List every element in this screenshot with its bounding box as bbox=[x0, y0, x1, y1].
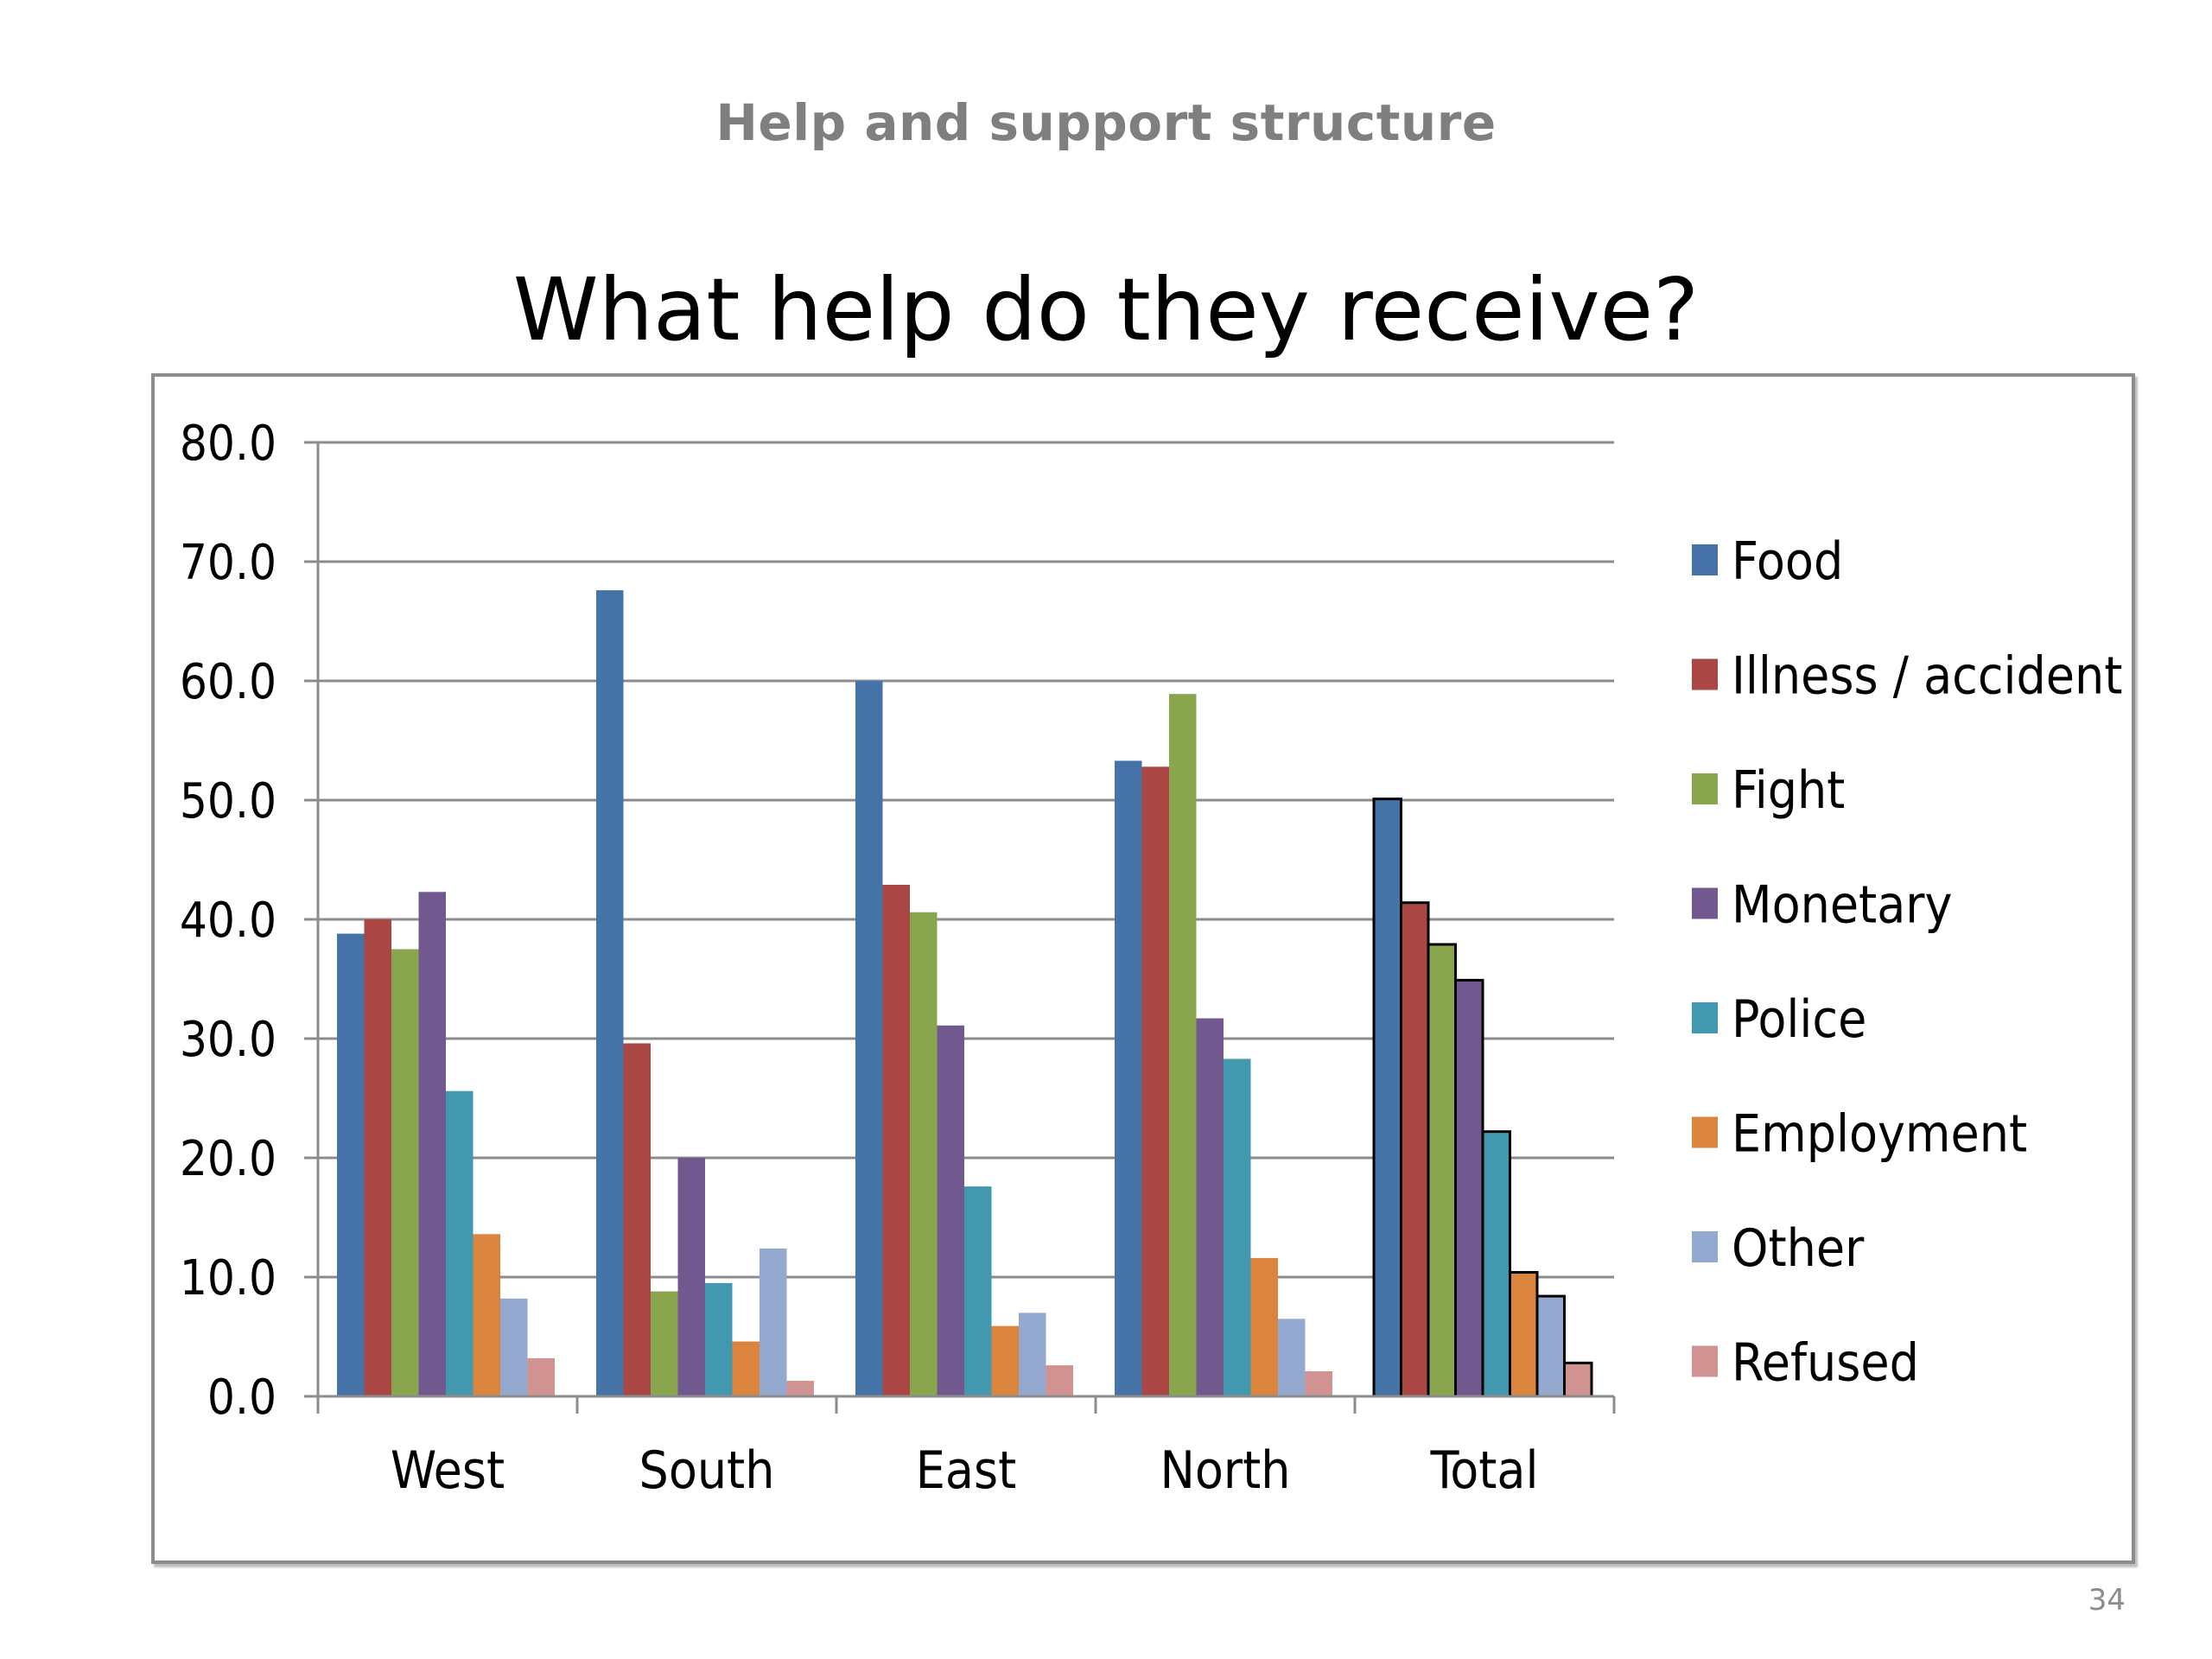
legend-label: Food bbox=[1732, 531, 1843, 592]
bar-east-employment bbox=[991, 1325, 1019, 1396]
y-tick-label: 30.0 bbox=[180, 1012, 276, 1068]
legend-swatch bbox=[1692, 1116, 1718, 1148]
legend-label: Employment bbox=[1732, 1104, 2027, 1165]
bar-total-refused bbox=[1563, 1361, 1593, 1398]
legend-swatch bbox=[1692, 658, 1718, 690]
bar-north-other bbox=[1278, 1319, 1306, 1396]
bar-total-fight bbox=[1427, 943, 1457, 1398]
bar-total-monetary bbox=[1454, 978, 1484, 1398]
bar-north-illness-accident bbox=[1141, 766, 1169, 1396]
bar-west-other bbox=[500, 1298, 528, 1396]
legend-label: Fight bbox=[1732, 760, 1845, 821]
bar-west-police bbox=[446, 1090, 474, 1396]
bars bbox=[337, 590, 1593, 1398]
bar-total-other bbox=[1535, 1294, 1566, 1398]
bar-total-illness-accident bbox=[1400, 901, 1430, 1398]
bar-north-food bbox=[1115, 760, 1142, 1396]
bar-east-monetary bbox=[937, 1025, 964, 1396]
page-number: 34 bbox=[2088, 1583, 2126, 1618]
legend-swatch bbox=[1692, 1002, 1718, 1033]
bar-east-refused bbox=[1046, 1365, 1073, 1396]
axes: 0.0 10.0 20.0 30.0 40.0 50.0 60.0 70.0 80.0 West S… bbox=[180, 416, 1616, 1501]
x-tick-label: Total bbox=[1429, 1440, 1538, 1501]
bar-north-fight bbox=[1169, 694, 1197, 1396]
bar-north-refused bbox=[1305, 1371, 1332, 1396]
bar-south-refused bbox=[786, 1381, 814, 1396]
bar-south-police bbox=[705, 1282, 733, 1396]
legend-label: Monetary bbox=[1732, 875, 1952, 936]
legend-label: Police bbox=[1732, 989, 1866, 1050]
legend-swatch bbox=[1692, 887, 1718, 919]
bar-west-fight bbox=[391, 949, 419, 1396]
y-tick-label: 10.0 bbox=[180, 1250, 276, 1306]
chart-title: What help do they receive? bbox=[512, 259, 1700, 360]
bar-total-police bbox=[1481, 1130, 1511, 1398]
bar-south-illness-accident bbox=[623, 1043, 651, 1396]
legend-swatch bbox=[1692, 773, 1718, 804]
legend-label: Refused bbox=[1732, 1333, 1919, 1394]
legend-label: Other bbox=[1732, 1218, 1865, 1279]
bar-west-food bbox=[337, 933, 365, 1396]
bar-east-food bbox=[855, 681, 883, 1396]
x-tick-label: South bbox=[639, 1440, 775, 1501]
y-tick-label: 60.0 bbox=[180, 654, 276, 710]
legend-swatch bbox=[1692, 1231, 1718, 1262]
bar-east-other bbox=[1019, 1313, 1046, 1396]
slide-header: Help and support structure bbox=[715, 93, 1497, 152]
bar-west-refused bbox=[527, 1357, 555, 1396]
y-tick-label: 50.0 bbox=[180, 773, 276, 830]
legend-swatch bbox=[1692, 1345, 1718, 1377]
bar-west-employment bbox=[473, 1234, 500, 1396]
legend-swatch bbox=[1692, 544, 1718, 575]
bar-north-police bbox=[1224, 1058, 1251, 1396]
bar-west-illness-accident bbox=[364, 919, 391, 1396]
bar-total-employment bbox=[1509, 1270, 1539, 1398]
bar-north-employment bbox=[1250, 1257, 1278, 1396]
bar-total-food bbox=[1372, 798, 1402, 1398]
legend: Food Illness / accident Fight Monetary Polic… bbox=[1692, 531, 2122, 1394]
bar-east-police bbox=[964, 1186, 992, 1396]
bar-south-fight bbox=[651, 1291, 678, 1396]
bar-north-monetary bbox=[1196, 1018, 1224, 1396]
y-tick-label: 70.0 bbox=[180, 535, 276, 591]
y-tick-label: 0.0 bbox=[207, 1370, 276, 1426]
bar-south-food bbox=[596, 590, 624, 1396]
bar-east-illness-accident bbox=[882, 884, 910, 1396]
legend-label: Illness / accident bbox=[1732, 646, 2122, 707]
y-tick-label: 40.0 bbox=[180, 893, 276, 949]
bar-south-monetary bbox=[677, 1158, 705, 1396]
bar-south-other bbox=[760, 1248, 787, 1396]
bar-west-monetary bbox=[418, 892, 446, 1396]
bar-south-employment bbox=[732, 1341, 760, 1396]
x-tick-label: East bbox=[916, 1440, 1016, 1501]
y-tick-label: 20.0 bbox=[180, 1131, 276, 1187]
x-tick-label: North bbox=[1160, 1440, 1291, 1501]
y-tick-label: 80.0 bbox=[180, 416, 276, 472]
x-tick-label: West bbox=[391, 1440, 505, 1501]
bar-east-fight bbox=[910, 912, 938, 1396]
